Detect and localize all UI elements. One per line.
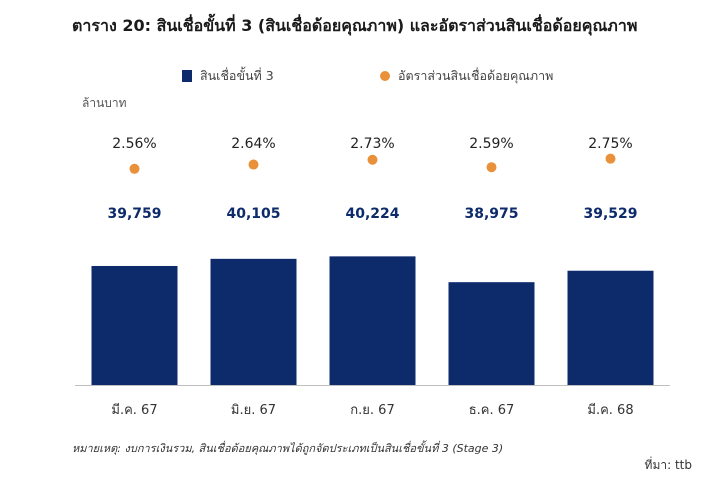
ratio-value-label: 2.75% — [588, 136, 632, 152]
bar-3 — [329, 256, 416, 385]
legend: สินเชื่อขั้นที่ 3 อัตราส่วนสินเชื่อด้อยค… — [0, 66, 720, 86]
ratio-dot-3 — [367, 154, 378, 165]
ratio-dot-1 — [129, 163, 140, 174]
ratio-value-label: 2.73% — [350, 136, 394, 152]
ratio-dot-2 — [248, 159, 259, 170]
bar-1 — [91, 265, 178, 385]
legend-bar-swatch — [182, 70, 192, 82]
legend-label-ratio: อัตราส่วนสินเชื่อด้อยคุณภาพ — [398, 68, 554, 83]
ratio-value-label: 2.64% — [231, 136, 275, 152]
legend-label-npl: สินเชื่อขั้นที่ 3 — [200, 68, 274, 83]
bar-value-label: 38,975 — [464, 206, 518, 222]
bar-value-label: 40,224 — [345, 206, 399, 222]
x-tick-label: มิ.ย. 67 — [231, 403, 276, 418]
bar-4 — [448, 282, 535, 385]
x-tick-label: มี.ค. 68 — [587, 402, 633, 418]
ratio-value-label: 2.59% — [469, 136, 513, 152]
legend-item-ratio: อัตราส่วนสินเชื่อด้อยคุณภาพ — [380, 66, 553, 86]
ratio-dot-5 — [605, 153, 616, 164]
bar-value-label: 40,105 — [226, 206, 280, 222]
legend-dot-swatch — [380, 71, 390, 81]
ratio-dot-4 — [486, 162, 497, 173]
chart-title: ตาราง 20: สินเชื่อขั้นที่ 3 (สินเชื่อด้อ… — [72, 16, 638, 35]
legend-item-npl: สินเชื่อขั้นที่ 3 — [182, 66, 274, 86]
source-label: ที่มา: ttb — [644, 458, 692, 472]
x-tick-label: มี.ค. 67 — [111, 402, 157, 418]
x-tick-label: ก.ย. 67 — [350, 403, 394, 418]
bar-value-label: 39,759 — [107, 206, 161, 222]
x-tick-label: ธ.ค. 67 — [469, 403, 515, 418]
bar-5 — [567, 270, 654, 385]
bar-2 — [210, 258, 297, 385]
y-unit-label: ล้านบาท — [82, 96, 127, 110]
bar-value-label: 39,529 — [583, 206, 637, 222]
footnote: หมายเหตุ: งบการเงินรวม, สินเชื่อด้อยคุณภ… — [72, 442, 504, 455]
ratio-value-label: 2.56% — [112, 136, 156, 152]
